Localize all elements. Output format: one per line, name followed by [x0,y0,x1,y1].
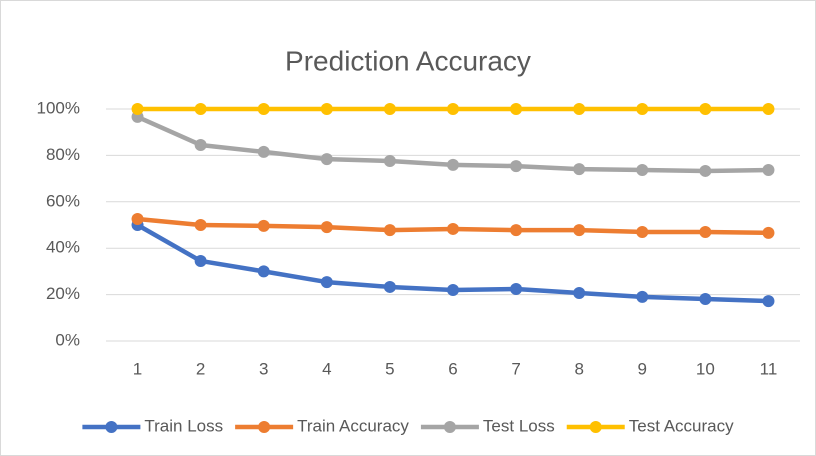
point-marker [447,158,459,171]
x-tick-label: 10 [696,359,715,378]
legend-label: Test Loss [483,416,555,435]
point-marker [636,225,649,238]
point-marker [257,265,270,278]
point-marker [194,138,207,151]
x-tick-label: 7 [511,359,520,378]
point-marker [383,280,396,293]
chart-title: Prediction Accuracy [285,45,531,76]
point-marker [257,103,270,115]
legend-marker [443,421,456,433]
point-marker [510,224,523,237]
point-marker [762,164,775,177]
legend-item: Test Loss [420,416,555,435]
point-marker [194,219,207,231]
point-marker [447,222,459,235]
y-tick-label: 0% [55,330,80,349]
legend-label: Train Accuracy [297,416,409,435]
point-marker [699,293,712,306]
point-marker [573,224,586,237]
point-marker [447,283,459,296]
x-tick-label: 9 [638,359,647,378]
legend-marker [258,421,271,433]
point-marker [257,219,270,232]
point-marker [636,103,649,115]
point-marker [699,225,712,238]
legend-label: Train Loss [144,416,223,435]
y-tick-label: 20% [46,284,80,303]
point-marker [762,295,775,308]
point-marker [131,103,144,115]
point-marker [320,103,333,115]
point-marker [510,160,523,173]
point-marker [320,153,333,166]
legend-item: Train Accuracy [235,416,409,435]
point-marker [320,276,333,289]
legend-item: Test Accuracy [566,416,734,435]
point-marker [636,290,649,303]
y-tick-label: 60% [46,191,80,210]
legend-marker [105,421,118,433]
point-marker [762,103,775,115]
x-tick-label: 2 [196,359,205,378]
point-marker [257,145,270,158]
point-marker [510,103,523,115]
legend-marker [589,421,602,433]
y-tick-label: 80% [46,145,80,164]
x-tick-label: 11 [760,359,778,378]
point-marker [573,163,586,176]
point-marker [699,164,712,177]
y-tick-label: 100% [37,98,80,117]
x-tick-label: 4 [322,359,331,378]
x-tick-label: 3 [259,359,268,378]
point-marker [762,226,775,239]
y-tick-label: 40% [46,238,80,257]
x-tick-label: 6 [448,359,457,378]
x-tick-label: 5 [385,359,394,378]
point-marker [383,103,396,115]
x-tick-label: 1 [133,359,142,378]
x-tick-label: 8 [574,359,583,378]
legend-item: Train Loss [82,416,223,435]
point-marker [320,221,333,234]
point-marker [383,224,396,237]
point-marker [699,103,712,115]
legend-label: Test Accuracy [629,416,734,435]
point-marker [194,103,207,115]
point-marker [573,286,586,299]
point-marker [131,212,144,225]
point-marker [447,103,459,115]
point-marker [194,254,207,267]
point-marker [636,164,649,177]
point-marker [573,103,586,115]
point-marker [510,283,523,296]
point-marker [383,154,396,167]
